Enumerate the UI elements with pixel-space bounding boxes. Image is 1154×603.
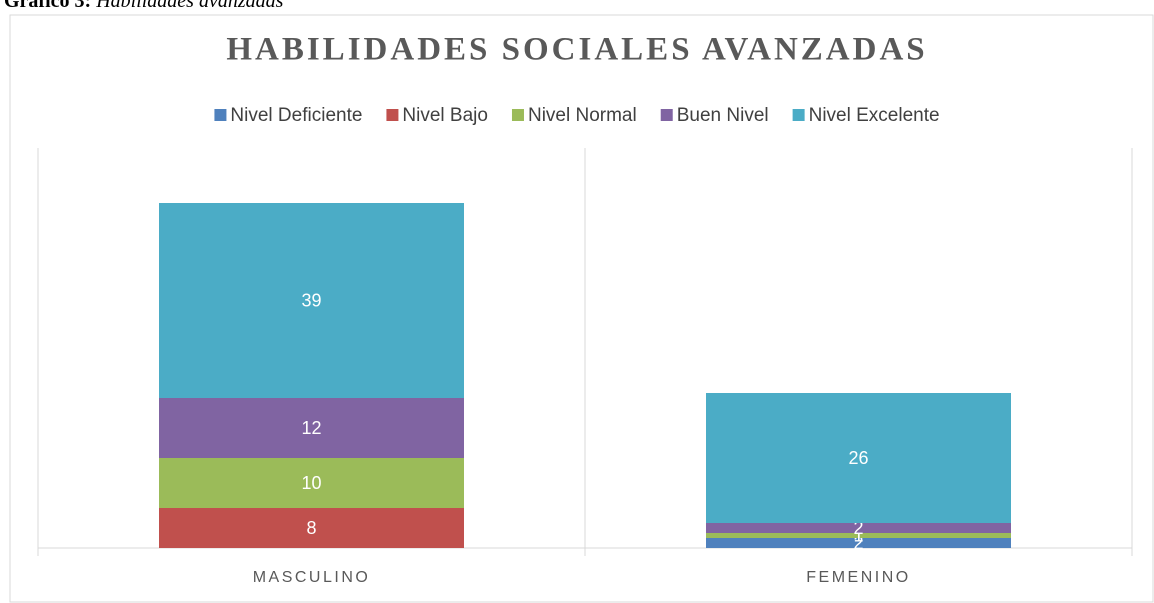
- legend-swatch: [792, 109, 805, 121]
- value-label: 39: [301, 290, 321, 310]
- legend: Nivel Deficiente Nivel Bajo Nivel Normal Bu…: [214, 105, 940, 126]
- bar-segment: [706, 538, 1011, 548]
- value-label: 12: [301, 418, 321, 438]
- caption-text: Habilidades avanzadas: [95, 0, 283, 12]
- value-label: 26: [848, 448, 868, 468]
- caption: Gráfico 3: Habilidades avanzadas: [4, 0, 284, 12]
- bar-segment: [159, 458, 464, 508]
- caption-label: Gráfico 3:: [4, 0, 91, 12]
- value-label: 1: [853, 525, 863, 545]
- legend-item: Nivel Deficiente: [214, 105, 362, 126]
- legend-swatch: [660, 109, 673, 121]
- bar-segment: [706, 393, 1011, 523]
- legend-item: Nivel Excelente: [792, 105, 940, 126]
- legend-item: Buen Nivel: [660, 105, 769, 126]
- bar-segment: [706, 523, 1011, 533]
- x-tick-label: MASCULINO: [253, 569, 371, 586]
- legend-label: Nivel Bajo: [402, 105, 488, 126]
- value-label: 2: [853, 533, 863, 553]
- legend-swatch: [511, 109, 524, 121]
- legend-label: Nivel Deficiente: [230, 105, 362, 126]
- bar-segment: [159, 203, 464, 398]
- legend-item: Nivel Bajo: [386, 105, 488, 126]
- legend-label: Nivel Normal: [528, 105, 637, 126]
- legend-swatch: [386, 109, 399, 121]
- value-label: 8: [306, 518, 316, 538]
- value-label: 10: [301, 473, 321, 493]
- bar-segment: [706, 533, 1011, 538]
- bar-segment: [159, 508, 464, 548]
- value-label: 2: [853, 518, 863, 538]
- x-tick-label: FEMENINO: [806, 569, 910, 586]
- legend-label: Buen Nivel: [677, 105, 769, 126]
- bar-segment: [159, 398, 464, 458]
- legend-label: Nivel Excelente: [809, 105, 940, 126]
- legend-item: Nivel Normal: [511, 105, 637, 126]
- legend-swatch: [214, 109, 227, 121]
- chart-title: HABILIDADES SOCIALES AVANZADAS: [226, 32, 927, 68]
